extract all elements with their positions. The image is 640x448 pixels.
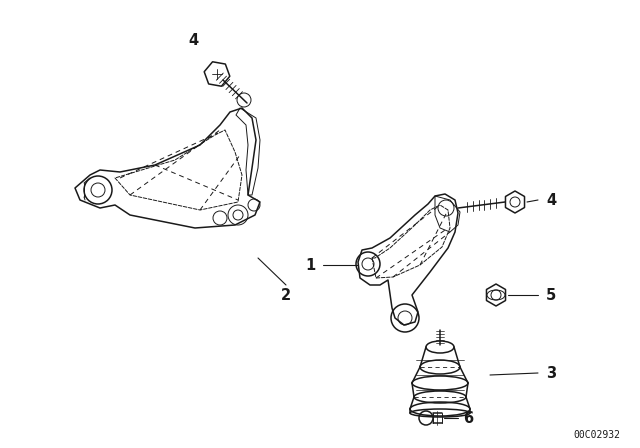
Text: 2: 2 [281, 288, 291, 302]
Text: 3: 3 [546, 366, 556, 380]
Text: 6: 6 [463, 410, 473, 426]
Text: 00C02932: 00C02932 [573, 430, 620, 440]
Text: 4: 4 [188, 33, 198, 47]
Text: 1: 1 [305, 258, 315, 272]
Text: 5: 5 [546, 288, 556, 302]
Text: 4: 4 [546, 193, 556, 207]
